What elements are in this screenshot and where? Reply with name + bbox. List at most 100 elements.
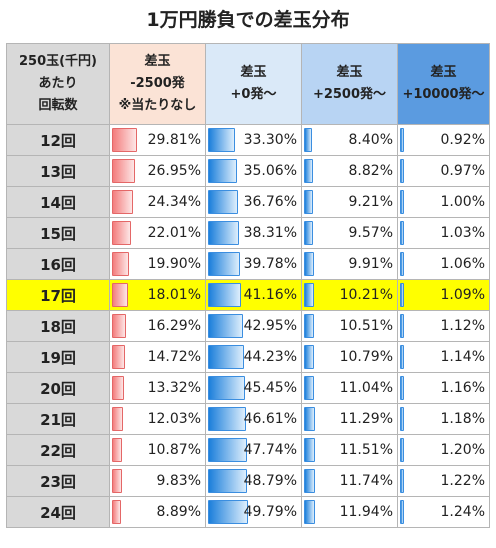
header-minus-2500-line1: 差玉	[144, 54, 171, 69]
cell-v2: 46.61%	[205, 403, 302, 435]
header-plus-2500-line2: +2500発～	[312, 87, 387, 102]
cell-v2: 45.45%	[205, 372, 302, 404]
data-bar-blue	[304, 469, 315, 493]
cell-v2: 36.76%	[205, 186, 302, 218]
cell-v1: 26.95%	[109, 155, 206, 187]
data-bar-blue	[304, 252, 314, 276]
cell-v4: 0.97%	[397, 155, 490, 187]
table-row: 22回 10.87% 47.74% 11.51% 1.20%	[6, 434, 490, 466]
cell-v2: 48.79%	[205, 465, 302, 497]
cell-v1: 13.32%	[109, 372, 206, 404]
cell-v4: 1.22%	[397, 465, 490, 497]
cell-value: 48.79%	[243, 472, 297, 489]
cell-value: 33.30%	[243, 131, 297, 148]
cell-value: 14.72%	[147, 348, 201, 365]
cell-v1: 18.01%	[109, 279, 206, 311]
cell-value: 16.29%	[147, 317, 201, 334]
cell-value: 9.57%	[348, 224, 393, 241]
header-plus-2500-line1: 差玉	[336, 65, 363, 80]
row-spin-label: 22回	[6, 434, 110, 466]
cell-value: 1.24%	[440, 503, 485, 520]
row-spin-label: 17回	[6, 279, 110, 311]
cell-value: 41.16%	[243, 286, 297, 303]
cell-v3: 9.21%	[301, 186, 398, 218]
cell-v1: 19.90%	[109, 248, 206, 280]
table-body: 12回 29.81% 33.30% 8.40% 0.92% 13回 26.95% 35.06%…	[6, 124, 490, 528]
cell-v1: 9.83%	[109, 465, 206, 497]
data-bar-blue	[208, 407, 246, 431]
cell-v3: 8.82%	[301, 155, 398, 187]
cell-value: 1.06%	[440, 255, 485, 272]
cell-value: 11.74%	[339, 472, 393, 489]
data-bar-red	[112, 283, 128, 307]
cell-value: 47.74%	[243, 441, 297, 458]
cell-v2: 41.16%	[205, 279, 302, 311]
data-bar-blue	[400, 469, 404, 493]
cell-value: 29.81%	[147, 131, 201, 148]
cell-v4: 1.16%	[397, 372, 490, 404]
cell-value: 8.82%	[348, 162, 393, 179]
header-spins-line2: あたり	[38, 76, 78, 91]
header-plus-10000: 差玉 +10000発～	[397, 43, 490, 125]
row-spin-label: 12回	[6, 124, 110, 156]
cell-value: 46.61%	[243, 410, 297, 427]
data-bar-red	[112, 252, 129, 276]
data-bar-blue	[304, 128, 312, 152]
data-bar-red	[112, 314, 126, 338]
cell-value: 22.01%	[147, 224, 201, 241]
cell-value: 35.06%	[243, 162, 297, 179]
cell-v3: 10.21%	[301, 279, 398, 311]
table-row: 16回 19.90% 39.78% 9.91% 1.06%	[6, 248, 490, 280]
row-spin-label: 16回	[6, 248, 110, 280]
cell-v2: 35.06%	[205, 155, 302, 187]
data-bar-blue	[208, 221, 239, 245]
table-row: 18回 16.29% 42.95% 10.51% 1.12%	[6, 310, 490, 342]
row-spin-label: 20回	[6, 372, 110, 404]
header-plus-0: 差玉 +0発～	[205, 43, 302, 125]
cell-v3: 11.51%	[301, 434, 398, 466]
cell-value: 24.34%	[147, 193, 201, 210]
data-bar-blue	[400, 407, 404, 431]
row-spin-label: 23回	[6, 465, 110, 497]
cell-value: 9.91%	[348, 255, 393, 272]
data-bar-blue	[304, 283, 314, 307]
data-bar-blue	[400, 500, 404, 524]
cell-v1: 22.01%	[109, 217, 206, 249]
cell-value: 1.18%	[440, 410, 485, 427]
page-title: 1万円勝負での差玉分布	[146, 9, 350, 31]
cell-value: 26.95%	[147, 162, 201, 179]
data-bar-blue	[400, 283, 404, 307]
table-row: 14回 24.34% 36.76% 9.21% 1.00%	[6, 186, 490, 218]
cell-value: 38.31%	[243, 224, 297, 241]
row-spin-label: 19回	[6, 341, 110, 373]
cell-value: 49.79%	[243, 503, 297, 520]
cell-v2: 39.78%	[205, 248, 302, 280]
header-minus-2500-line3: ※当たりなし	[118, 98, 197, 113]
data-bar-blue	[304, 314, 314, 338]
data-bar-blue	[208, 314, 243, 338]
data-bar-blue	[400, 252, 404, 276]
data-bar-blue	[400, 221, 404, 245]
data-bar-blue	[304, 159, 313, 183]
table-row: 24回 8.89% 49.79% 11.94% 1.24%	[6, 496, 490, 528]
cell-value: 19.90%	[147, 255, 201, 272]
header-spins-line3: 回転数	[38, 98, 78, 113]
cell-value: 18.01%	[147, 286, 201, 303]
cell-value: 36.76%	[243, 193, 297, 210]
cell-v1: 16.29%	[109, 310, 206, 342]
data-bar-blue	[208, 190, 238, 214]
cell-v4: 1.18%	[397, 403, 490, 435]
cell-v3: 11.74%	[301, 465, 398, 497]
cell-v2: 47.74%	[205, 434, 302, 466]
table-header-row: 250玉(千円) あたり 回転数 差玉 -2500発 ※当たりなし 差玉 +0発…	[6, 43, 490, 125]
cell-v4: 0.92%	[397, 124, 490, 156]
row-spin-label: 18回	[6, 310, 110, 342]
cell-value: 8.40%	[348, 131, 393, 148]
row-spin-label: 21回	[6, 403, 110, 435]
cell-v2: 42.95%	[205, 310, 302, 342]
cell-v4: 1.00%	[397, 186, 490, 218]
cell-value: 1.09%	[440, 286, 485, 303]
data-bar-red	[112, 500, 121, 524]
table-row: 19回 14.72% 44.23% 10.79% 1.14%	[6, 341, 490, 373]
cell-v4: 1.20%	[397, 434, 490, 466]
